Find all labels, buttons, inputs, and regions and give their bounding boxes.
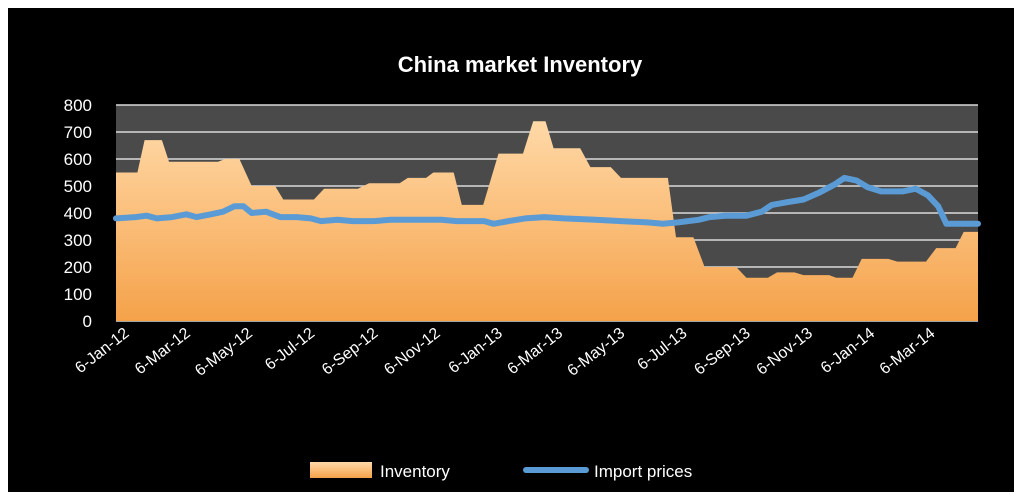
chart-title: China market Inventory [398, 52, 643, 77]
x-axis-ticks: 6-Jan-12 6-Mar-126-May-12 6-Jul-12 6-Sep-12… [72, 325, 938, 380]
x-tick-label: 6-Nov-12 [381, 325, 443, 379]
x-tick-label: 6-Sep-13 [691, 325, 753, 379]
chart-panel: China market Inventory 0 100 200 300 400 500 6… [8, 8, 1014, 492]
y-tick-label: 800 [64, 96, 92, 115]
chart-svg: China market Inventory 0 100 200 300 400 500 6… [64, 52, 981, 481]
legend: Inventory Import prices [310, 462, 692, 481]
inventory-area [116, 121, 978, 321]
x-tick-label: 6-Mar-14 [877, 325, 939, 378]
y-tick-label: 300 [64, 231, 92, 250]
legend-label-import-prices: Import prices [594, 462, 692, 481]
y-tick-label: 700 [64, 123, 92, 142]
x-tick-label: 6-Nov-13 [754, 325, 816, 379]
x-tick-label: 6-Jan-13 [446, 325, 506, 377]
x-tick-label: 6-Jan-12 [72, 325, 132, 377]
import-prices-line [113, 174, 981, 227]
x-tick-label: 6-Sep-12 [319, 325, 381, 379]
y-tick-label: 0 [83, 312, 92, 331]
x-tick-label: 6-May-13 [565, 325, 629, 380]
y-axis-ticks: 0 100 200 300 400 500 600 700 800 [64, 96, 92, 331]
y-tick-label: 100 [64, 285, 92, 304]
x-tick-label: 6-Mar-12 [132, 325, 194, 378]
x-tick-label: 6-Mar-13 [504, 325, 566, 378]
x-tick-label: 6-Jul-12 [262, 325, 318, 374]
y-tick-label: 400 [64, 204, 92, 223]
x-tick-label: 6-Jan-14 [818, 325, 878, 377]
x-tick-label: 6-May-12 [192, 325, 256, 380]
y-tick-label: 200 [64, 258, 92, 277]
y-tick-label: 600 [64, 150, 92, 169]
y-tick-label: 500 [64, 177, 92, 196]
legend-swatch-inventory [310, 462, 372, 478]
legend-label-inventory: Inventory [380, 462, 450, 481]
x-tick-label: 6-Jul-13 [634, 325, 690, 374]
